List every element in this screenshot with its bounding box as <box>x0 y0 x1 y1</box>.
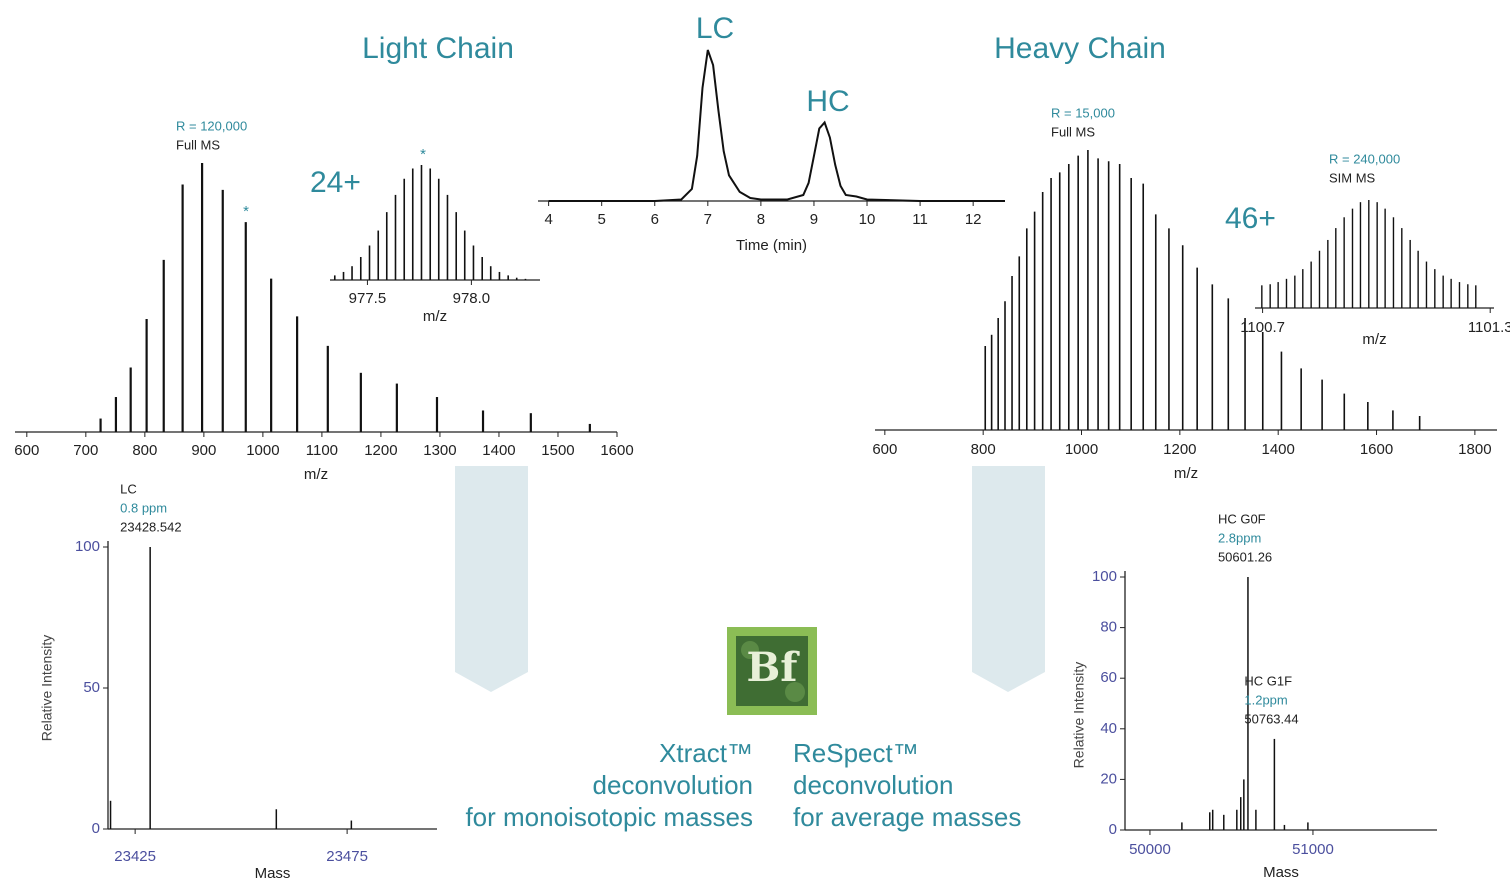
x-tick-label: 600 <box>872 441 897 458</box>
x-tick-label: 1500 <box>541 442 574 459</box>
x-tick-label: 1400 <box>482 442 515 459</box>
logo: Bf <box>727 627 817 715</box>
method-text: for monoisotopic masses <box>465 802 753 832</box>
x-tick-label: 1100 <box>306 442 338 459</box>
resolution: R = 120,000 <box>176 118 247 133</box>
x-tick-label: 1000 <box>1065 441 1098 458</box>
x-axis-label: m/z <box>304 466 328 483</box>
method-text: ReSpect™ <box>793 738 919 768</box>
peak-name: HC G0F <box>1218 511 1266 526</box>
peak-mass: 50763.44 <box>1244 711 1298 726</box>
peak-annotation: HC <box>806 85 849 118</box>
x-tick-label: 900 <box>191 442 216 459</box>
y-tick-label: 20 <box>1100 770 1117 787</box>
resolution: R = 15,000 <box>1051 105 1115 120</box>
x-axis-label: Mass <box>255 865 291 881</box>
x-tick-label: 800 <box>132 442 157 459</box>
method-text: deconvolution <box>593 770 753 800</box>
method-text: Xtract™ <box>659 738 753 768</box>
x-tick-label: 23475 <box>326 848 368 865</box>
peak-error: 2.8ppm <box>1218 530 1261 545</box>
peak-mass: 23428.542 <box>120 519 181 534</box>
method-text: for average masses <box>793 802 1021 832</box>
x-tick-label: 12 <box>965 211 982 228</box>
panel-title: Heavy Chain <box>994 32 1166 65</box>
scan-type: Full MS <box>176 137 220 152</box>
x-tick-label: 700 <box>73 442 98 459</box>
x-tick-label: 8 <box>757 211 765 228</box>
peak-error: 0.8 ppm <box>120 500 167 515</box>
x-tick-label: 23425 <box>114 848 156 865</box>
x-tick-label: 800 <box>971 441 996 458</box>
x-axis-label: Time (min) <box>736 237 807 254</box>
x-tick-label: 4 <box>544 211 552 228</box>
peak-marker: * <box>243 203 249 220</box>
peak-name: LC <box>120 481 137 496</box>
x-tick-label: 50000 <box>1129 841 1171 858</box>
x-axis-label: m/z <box>1174 465 1198 482</box>
arrow <box>455 466 528 692</box>
x-tick-label: 977.5 <box>349 290 387 307</box>
arrow <box>972 466 1045 692</box>
y-tick-label: 40 <box>1100 720 1117 737</box>
resolution: R = 240,000 <box>1329 151 1400 166</box>
logo-text: Bf <box>746 644 800 691</box>
charge-state: 46+ <box>1225 202 1276 235</box>
method-text: deconvolution <box>793 770 953 800</box>
peak-annotation: LC <box>696 12 734 45</box>
y-tick-label: 100 <box>75 538 100 555</box>
x-tick-label: 1800 <box>1458 441 1491 458</box>
peak-name: HC G1F <box>1244 673 1292 688</box>
x-tick-label: 7 <box>704 211 712 228</box>
x-axis-label: Mass <box>1263 864 1299 881</box>
x-tick-label: 11 <box>912 211 928 228</box>
y-tick-label: 50 <box>83 679 100 696</box>
y-tick-label: 0 <box>1109 821 1117 838</box>
scan-type: SIM MS <box>1329 170 1376 185</box>
x-tick-label: 1600 <box>600 442 633 459</box>
x-tick-label: 1200 <box>1163 441 1196 458</box>
peak-error: 1.2ppm <box>1244 692 1287 707</box>
scan-type: Full MS <box>1051 124 1095 139</box>
x-tick-label: 1000 <box>246 442 279 459</box>
x-tick-label: 1200 <box>364 442 397 459</box>
peak-marker: * <box>420 146 426 163</box>
charge-state: 24+ <box>310 166 361 199</box>
y-tick-label: 80 <box>1100 619 1117 636</box>
panel-title: Light Chain <box>362 32 514 65</box>
x-tick-label: 1600 <box>1360 441 1393 458</box>
x-tick-label: 1100.7 <box>1240 319 1285 336</box>
x-tick-label: 9 <box>810 211 818 228</box>
logo-spot <box>741 641 759 659</box>
x-tick-label: 51000 <box>1292 841 1334 858</box>
x-tick-label: 6 <box>651 211 659 228</box>
y-tick-label: 100 <box>1092 568 1117 585</box>
x-tick-label: 5 <box>598 211 606 228</box>
y-tick-label: 0 <box>92 820 100 837</box>
x-axis-label: m/z <box>1362 331 1386 348</box>
y-tick-label: 60 <box>1100 669 1117 686</box>
x-tick-label: 1300 <box>423 442 456 459</box>
trace <box>548 49 1005 202</box>
y-axis-label: Relative Intensity <box>1071 662 1087 769</box>
y-axis-label: Relative Intensity <box>39 635 55 742</box>
x-tick-label: 600 <box>14 442 39 459</box>
x-tick-label: 1400 <box>1262 441 1295 458</box>
peak-mass: 50601.26 <box>1218 549 1272 564</box>
x-axis-label: m/z <box>423 308 447 325</box>
logo-spot <box>785 682 805 702</box>
x-tick-label: 10 <box>859 211 876 228</box>
x-tick-label: 978.0 <box>453 290 491 307</box>
x-tick-label: 1101.3 <box>1468 319 1510 336</box>
